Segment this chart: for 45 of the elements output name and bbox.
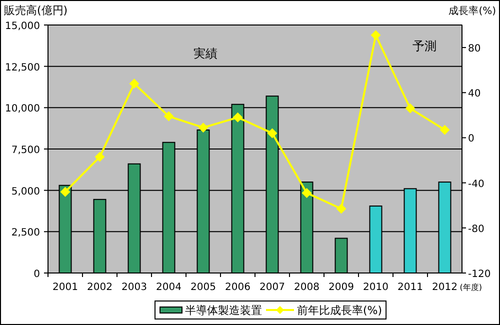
y-tick-label: 10,000 [5, 104, 40, 115]
x-tick-label: 2002 [87, 282, 112, 293]
point [198, 122, 208, 133]
y2-tick-label: -80 [468, 224, 484, 235]
point [370, 30, 381, 40]
y-tick-label: 2,500 [11, 228, 40, 239]
x-tick-label: 2012 [432, 282, 458, 293]
point [232, 112, 243, 122]
point [267, 128, 278, 138]
x-tick-label: 2008 [294, 282, 320, 293]
y2-tick-label: -40 [468, 178, 484, 190]
point [164, 111, 174, 122]
x-tick-label: 2005 [190, 282, 216, 293]
x-tick-label: 2003 [122, 282, 147, 293]
y-tick-label: 7,500 [11, 145, 40, 156]
x-axis-title: (年度) [460, 283, 482, 292]
x-tick-label: 2001 [52, 282, 78, 293]
x-tick-label: 2007 [260, 282, 285, 293]
point [60, 186, 70, 197]
y2-axis-title: 成長率(%) [448, 5, 496, 17]
point [440, 124, 450, 135]
y-tick-label: 0 [34, 269, 40, 280]
x-tick-label: 2011 [398, 282, 423, 293]
point [336, 204, 346, 214]
point [129, 78, 140, 89]
x-tick-label: 2010 [363, 282, 388, 293]
y2-tick-label: -120 [468, 269, 491, 280]
x-tick-label: 2004 [156, 282, 182, 293]
y2-tick-label: 0 [468, 134, 474, 145]
point [94, 152, 105, 162]
point [302, 188, 312, 198]
y-axis-title: 販売高(億円) [4, 4, 68, 17]
legend-label: 前年比成長率(%) [297, 304, 382, 317]
y-tick-label: 15,000 [5, 21, 40, 32]
bar [334, 238, 348, 274]
point [405, 103, 416, 114]
y-tick-label: 5,000 [11, 186, 40, 198]
x-tick-label: 2009 [328, 282, 354, 293]
legend-label: 半導体製造装置 [185, 304, 262, 317]
annotation: 予測 [412, 38, 437, 53]
y2-tick-label: 40 [468, 88, 481, 100]
x-tick-label: 2006 [225, 282, 250, 293]
annotation: 実績 [193, 46, 218, 60]
y-tick-label: 12,500 [5, 62, 40, 74]
y2-tick-label: 80 [468, 44, 481, 55]
